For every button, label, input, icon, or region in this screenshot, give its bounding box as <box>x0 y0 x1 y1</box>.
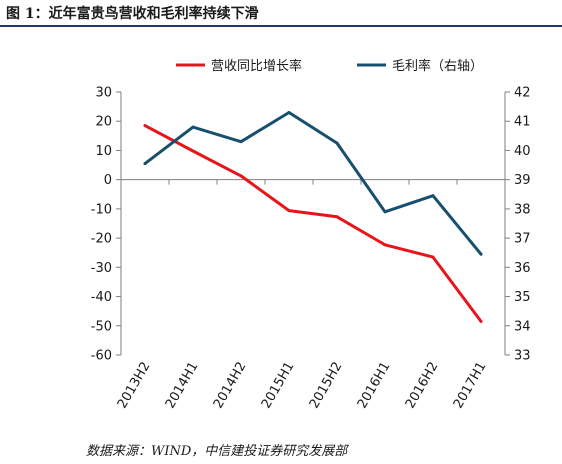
legend-label-revenue-growth: 营收同比增长率 <box>211 58 302 74</box>
gross-margin-point <box>143 162 147 166</box>
revenue-growth-point <box>335 215 339 219</box>
left-tick-label: -30 <box>91 261 112 276</box>
revenue-growth-point <box>479 319 483 323</box>
figure-title: 图 1：近年富贵鸟营收和毛利率持续下滑 <box>6 6 259 22</box>
right-tick-label: 39 <box>514 173 531 188</box>
left-tick-label: -10 <box>91 202 112 217</box>
gross-margin-point <box>239 140 243 144</box>
x-tick-label: 2017H1 <box>451 360 490 412</box>
right-tick-label: 41 <box>514 115 531 130</box>
chart-axes <box>120 92 506 355</box>
left-tick-label: -20 <box>91 232 112 247</box>
revenue-growth-point <box>191 149 195 153</box>
left-tick-label: -60 <box>91 349 112 364</box>
right-tick-label: 37 <box>514 232 531 247</box>
chart-legend: 营收同比增长率 毛利率（右轴） <box>176 58 483 74</box>
series-layer <box>143 110 483 323</box>
x-tick-label: 2016H1 <box>355 360 394 412</box>
left-tick-label: -40 <box>91 290 112 305</box>
x-tick-label: 2014H2 <box>211 360 250 412</box>
x-tick-label: 2016H2 <box>403 360 442 412</box>
title-divider <box>0 25 562 27</box>
right-axis-ticks: 42 41 40 39 38 37 36 35 34 33 <box>505 86 531 364</box>
gross-margin-point <box>287 110 291 114</box>
revenue-growth-line <box>143 124 483 323</box>
right-tick-label: 38 <box>514 202 531 217</box>
left-tick-label: 0 <box>104 173 112 188</box>
right-tick-label: 40 <box>514 144 531 159</box>
gross-margin-point <box>383 210 387 214</box>
left-tick-label: 30 <box>95 86 112 101</box>
gross-margin-line <box>143 111 483 256</box>
right-tick-label: 42 <box>514 86 531 101</box>
data-source-note: 数据来源：WIND，中信建投证券研究发展部 <box>86 444 348 459</box>
left-axis-ticks: 30 20 10 0 -10 -20 -30 -40 -50 -60 <box>91 86 121 364</box>
x-tick-label: 2015H1 <box>259 360 298 412</box>
x-tick-label: 2014H1 <box>163 360 202 412</box>
gross-margin-point <box>431 194 435 198</box>
gross-margin-point <box>191 125 195 129</box>
legend-label-gross-margin: 毛利率（右轴） <box>392 58 483 74</box>
right-tick-label: 33 <box>514 349 531 364</box>
x-tick-label: 2015H2 <box>307 360 346 412</box>
revenue-growth-point <box>383 243 387 247</box>
revenue-growth-point <box>239 174 243 178</box>
x-tick-label: 2013H2 <box>115 360 154 412</box>
gross-margin-point <box>479 252 483 256</box>
right-tick-label: 34 <box>514 319 531 334</box>
revenue-growth-point <box>287 209 291 213</box>
gross-margin-point <box>335 141 339 145</box>
left-tick-label: -50 <box>91 319 112 334</box>
right-tick-label: 36 <box>514 261 531 276</box>
left-tick-label: 10 <box>95 144 112 159</box>
right-tick-label: 35 <box>514 290 531 305</box>
revenue-growth-point <box>143 124 147 128</box>
revenue-growth-point <box>431 255 435 259</box>
left-tick-label: 20 <box>95 115 112 130</box>
